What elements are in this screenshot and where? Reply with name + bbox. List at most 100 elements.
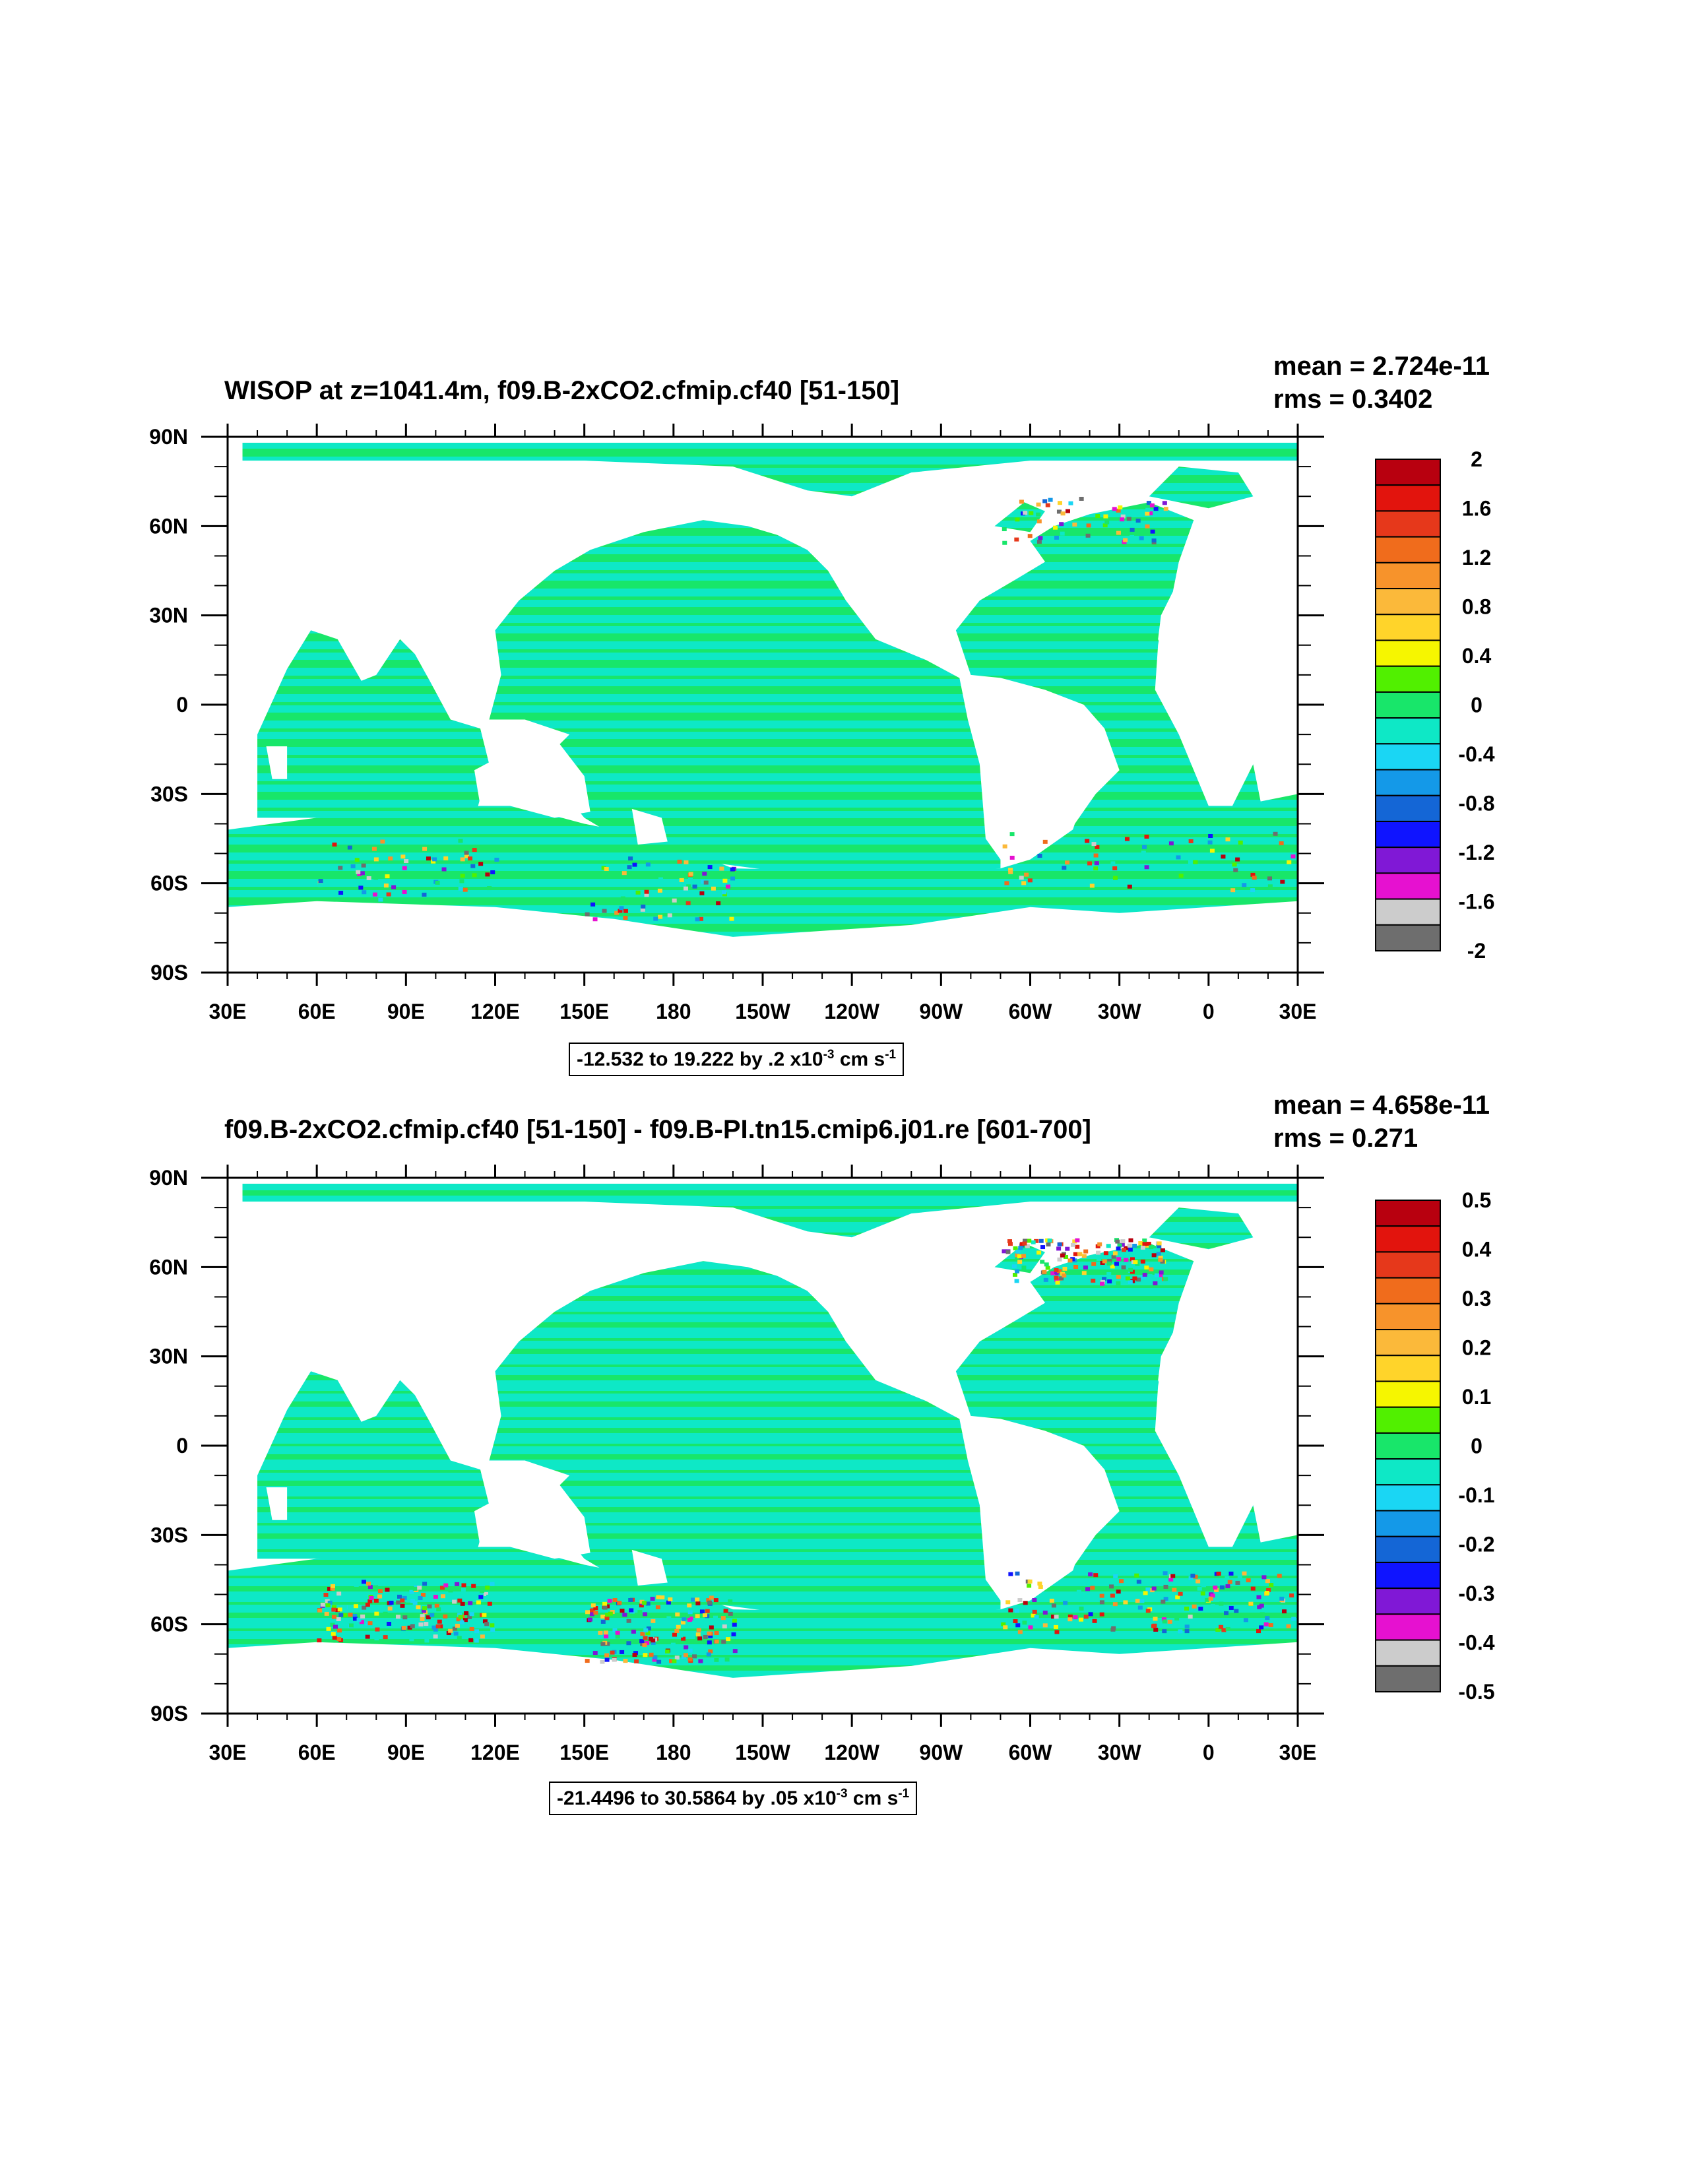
field-speckle [1008,1572,1013,1576]
field-speckle [699,891,705,895]
field-speckle [1225,1584,1230,1589]
field-speckle [337,1628,342,1633]
y-tick-label: 30S [150,782,188,806]
field-speckle [1228,1605,1234,1610]
field-speckle [631,1629,636,1634]
field-speckle [1057,1269,1062,1273]
field-speckle [1128,1238,1133,1242]
field-speckle [1161,1599,1166,1604]
field-speckle [424,1622,429,1626]
field-speckle [600,1615,606,1619]
field-speckle [1007,1239,1012,1244]
field-speckle [1201,1583,1206,1588]
field-speckle [1015,1623,1021,1628]
plot1-mean: mean = 2.724e-11 [1273,352,1490,381]
field-speckle [468,856,473,861]
field-speckle [1038,536,1043,540]
field-speckle [424,1638,430,1643]
field-speckle [391,885,397,889]
y-tick-label: 60S [150,1613,188,1636]
field-speckle [691,1597,696,1602]
field-speckle [1126,517,1131,521]
field-speckle [707,1600,712,1605]
colorbar-box [1375,924,1441,951]
field-speckle [1267,884,1273,889]
field-speckle [1163,1597,1168,1601]
field-speckle [360,1614,366,1619]
field-speckle [358,885,364,890]
field-speckle [1149,1267,1154,1271]
field-speckle [1130,534,1135,539]
plot2-mean: mean = 4.658e-11 [1273,1091,1490,1120]
field-speckle [1091,842,1097,847]
colorbar-box [1375,1561,1441,1590]
field-speckle [651,1640,656,1645]
x-tick-label: 0 [1203,1000,1215,1023]
plot1-title: WISOP at z=1041.4m, f09.B-2xCO2.cfmip.cf… [224,376,900,405]
field-speckle [646,1626,651,1631]
field-speckle [374,1636,379,1641]
field-speckle [324,1611,329,1616]
field-speckle [645,1631,651,1636]
field-speckle [342,1605,347,1609]
field-speckle [1214,1588,1219,1592]
colorbar-box [1375,1355,1441,1382]
field-speckle [1188,1576,1194,1580]
x-tick-label: 180 [656,1741,691,1764]
field-speckle [431,1625,437,1630]
field-speckle [687,1610,693,1615]
field-speckle [1054,1615,1059,1619]
field-speckle [320,1602,325,1607]
field-speckle [1042,499,1048,503]
field-speckle [1050,1271,1056,1275]
field-speckle [705,1609,710,1613]
field-speckle [1019,1242,1025,1246]
field-speckle [1042,1611,1048,1615]
field-speckle [639,1603,644,1608]
field-speckle [1023,1601,1028,1605]
x-tick-label: 60E [298,1741,336,1764]
field-speckle [1004,881,1009,885]
field-speckle [359,1620,364,1624]
x-tick-label: 120W [824,1741,879,1764]
field-speckle [372,892,377,897]
colorbar-box [1375,769,1441,796]
field-speckle [327,1600,333,1605]
field-speckle [374,1611,379,1616]
field-speckle [1116,1257,1122,1262]
field-speckle [699,916,704,921]
field-speckle [714,1639,719,1644]
field-speckle [1127,1243,1132,1248]
x-tick-label: 30E [209,1000,247,1023]
field-speckle [1083,1249,1089,1254]
field-speckle [1123,1600,1128,1605]
field-speckle [1242,1571,1247,1576]
field-speckle [1167,1619,1172,1624]
field-speckle [438,890,443,895]
field-speckle [672,1632,677,1637]
field-speckle [1200,1591,1205,1596]
field-speckle [1209,849,1215,853]
ocean-region-0 [228,1535,1298,1678]
plot2-rms: rms = 0.271 [1273,1124,1418,1153]
field-speckle [603,1630,608,1635]
field-speckle [679,878,684,882]
field-speckle [1038,1585,1043,1590]
field-speckle [387,1606,393,1611]
field-speckle [1045,503,1050,507]
field-speckle [722,878,728,883]
field-speckle [459,1620,464,1624]
field-speckle [1015,1269,1020,1273]
land-mask-3 [959,1415,1084,1601]
field-speckle [608,1611,613,1616]
field-speckle [385,1588,390,1592]
field-speckle [317,1638,322,1643]
field-speckle [641,904,646,909]
field-speckle [458,886,463,891]
field-speckle [1104,520,1110,525]
field-speckle [697,1636,703,1641]
field-speckle [1128,1280,1133,1285]
field-speckle [470,864,476,868]
field-speckle [1106,1272,1112,1277]
